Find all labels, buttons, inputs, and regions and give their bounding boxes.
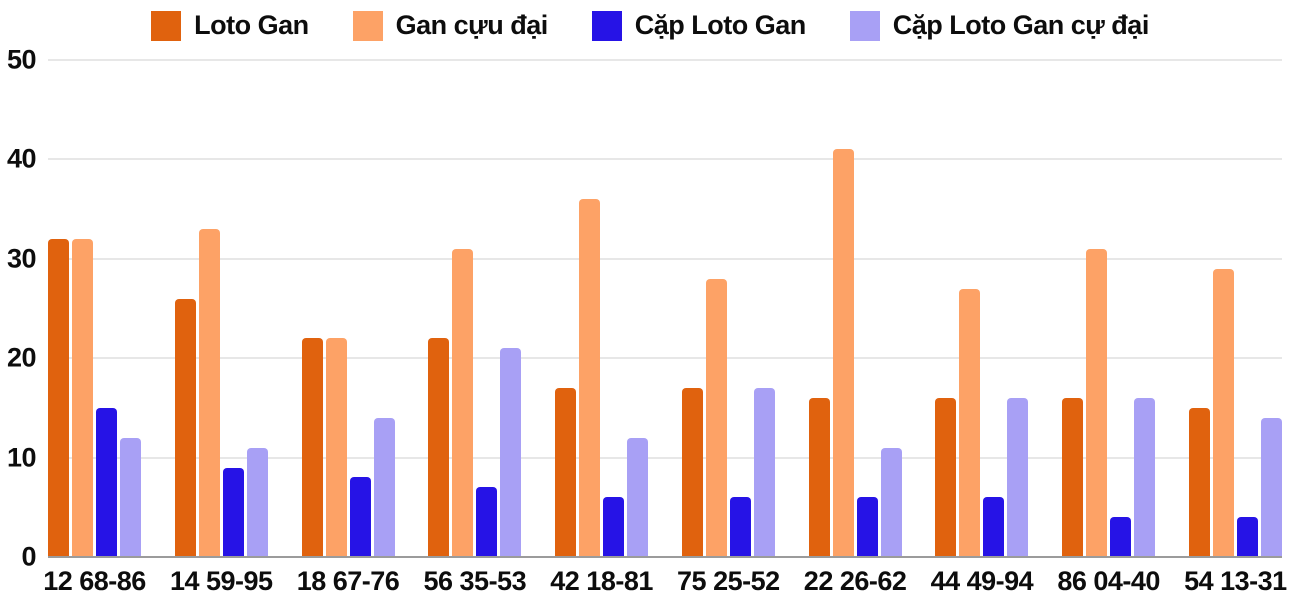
bar	[120, 437, 141, 557]
bar	[555, 388, 577, 557]
legend-swatch	[151, 10, 182, 41]
x-tick-label: 75 25-52	[677, 566, 780, 596]
bar	[880, 447, 902, 557]
bar-group: 56 35-53	[424, 60, 527, 595]
bar	[808, 397, 830, 557]
bar	[1110, 517, 1132, 557]
bar	[96, 407, 117, 557]
bar	[753, 388, 775, 557]
bar	[935, 397, 957, 557]
x-tick-label: 22 26-62	[803, 566, 907, 596]
bar	[627, 437, 649, 557]
bar	[325, 338, 347, 557]
gridline	[48, 456, 1282, 459]
bar-group: 14 59-95	[170, 60, 273, 595]
bar	[349, 477, 371, 557]
gridline	[48, 257, 1282, 260]
gridline	[48, 158, 1282, 161]
bar	[222, 467, 244, 557]
x-tick-label: 54 13-31	[1184, 566, 1287, 596]
legend-label: Gan cựu đại	[395, 10, 549, 40]
legend-item: Loto Gan	[151, 10, 309, 41]
y-tick-label: 50	[6, 44, 37, 75]
bar	[681, 388, 703, 557]
bar-group: 44 49-94	[931, 60, 1034, 595]
legend-label: Cặp Loto Gan cự đại	[892, 10, 1150, 40]
legend-item: Gan cựu đại	[352, 10, 549, 41]
bar-group: 42 18-81	[550, 60, 653, 595]
bar-group: 86 04-40	[1057, 60, 1160, 595]
bar	[1236, 517, 1258, 557]
bar	[174, 298, 196, 557]
bar-group: 12 68-86	[43, 60, 146, 595]
bar	[579, 199, 601, 557]
x-tick-label: 14 59-95	[169, 566, 273, 596]
bar	[500, 348, 522, 557]
y-tick-label: 0	[21, 541, 36, 572]
legend-item: Cặp Loto Gan cự đại	[849, 10, 1150, 41]
bar	[301, 338, 323, 557]
bar	[452, 248, 474, 557]
y-tick-label: 30	[6, 243, 37, 274]
legend-label: Loto Gan	[194, 10, 309, 40]
gridline	[48, 59, 1282, 61]
bar	[705, 278, 727, 557]
bar	[1260, 417, 1282, 557]
x-tick-label: 18 67-76	[296, 566, 400, 596]
bar	[1007, 397, 1029, 557]
bar	[729, 497, 751, 557]
bar	[983, 497, 1005, 557]
x-tick-label: 44 49-94	[930, 566, 1034, 596]
x-tick-label: 42 18-81	[550, 566, 653, 596]
bar-group: 75 25-52	[677, 60, 780, 595]
legend-label: Cặp Loto Gan	[634, 10, 807, 40]
bar	[1086, 248, 1108, 557]
bar	[1212, 268, 1234, 557]
x-tick-label: 12 68-86	[43, 566, 146, 596]
bar-group: 54 13-31	[1184, 60, 1287, 595]
bar	[959, 288, 981, 557]
x-tick-label: 86 04-40	[1057, 566, 1160, 596]
bar-group: 18 67-76	[297, 60, 400, 595]
bar-groups: 12 68-86 14 59-95 18 67-76 56 35-53 42 18-81…	[43, 60, 1287, 595]
bar	[428, 338, 450, 557]
legend-item: Cặp Loto Gan	[591, 10, 807, 41]
x-tick-label: 56 35-53	[423, 566, 527, 596]
bar	[48, 238, 69, 557]
bar	[1134, 397, 1156, 557]
plot-area: 12 68-86 14 59-95 18 67-76 56 35-53 42 18-81…	[43, 59, 1287, 595]
gridline	[48, 357, 1282, 360]
bar	[603, 497, 625, 557]
legend-swatch	[352, 10, 383, 41]
x-axis-baseline	[48, 556, 1282, 558]
legend: Loto Gan Gan cựu đại Cặp Loto Gan Cặp Loto …	[0, 10, 1300, 41]
legend-swatch	[591, 10, 622, 41]
y-tick-label: 40	[6, 143, 37, 174]
legend-swatch	[849, 10, 880, 41]
bar	[373, 417, 395, 557]
bar	[246, 447, 268, 557]
y-tick-label: 10	[6, 442, 37, 473]
bar	[1188, 407, 1210, 557]
bar	[856, 497, 878, 557]
bar	[832, 149, 854, 557]
y-axis: 0 10 20 30 40 50	[0, 46, 38, 570]
bar-group: 22 26-62	[804, 60, 907, 595]
bar	[1062, 397, 1084, 557]
bar	[198, 228, 220, 557]
y-tick-label: 20	[6, 342, 37, 373]
bar	[476, 487, 498, 557]
bar	[72, 238, 93, 557]
